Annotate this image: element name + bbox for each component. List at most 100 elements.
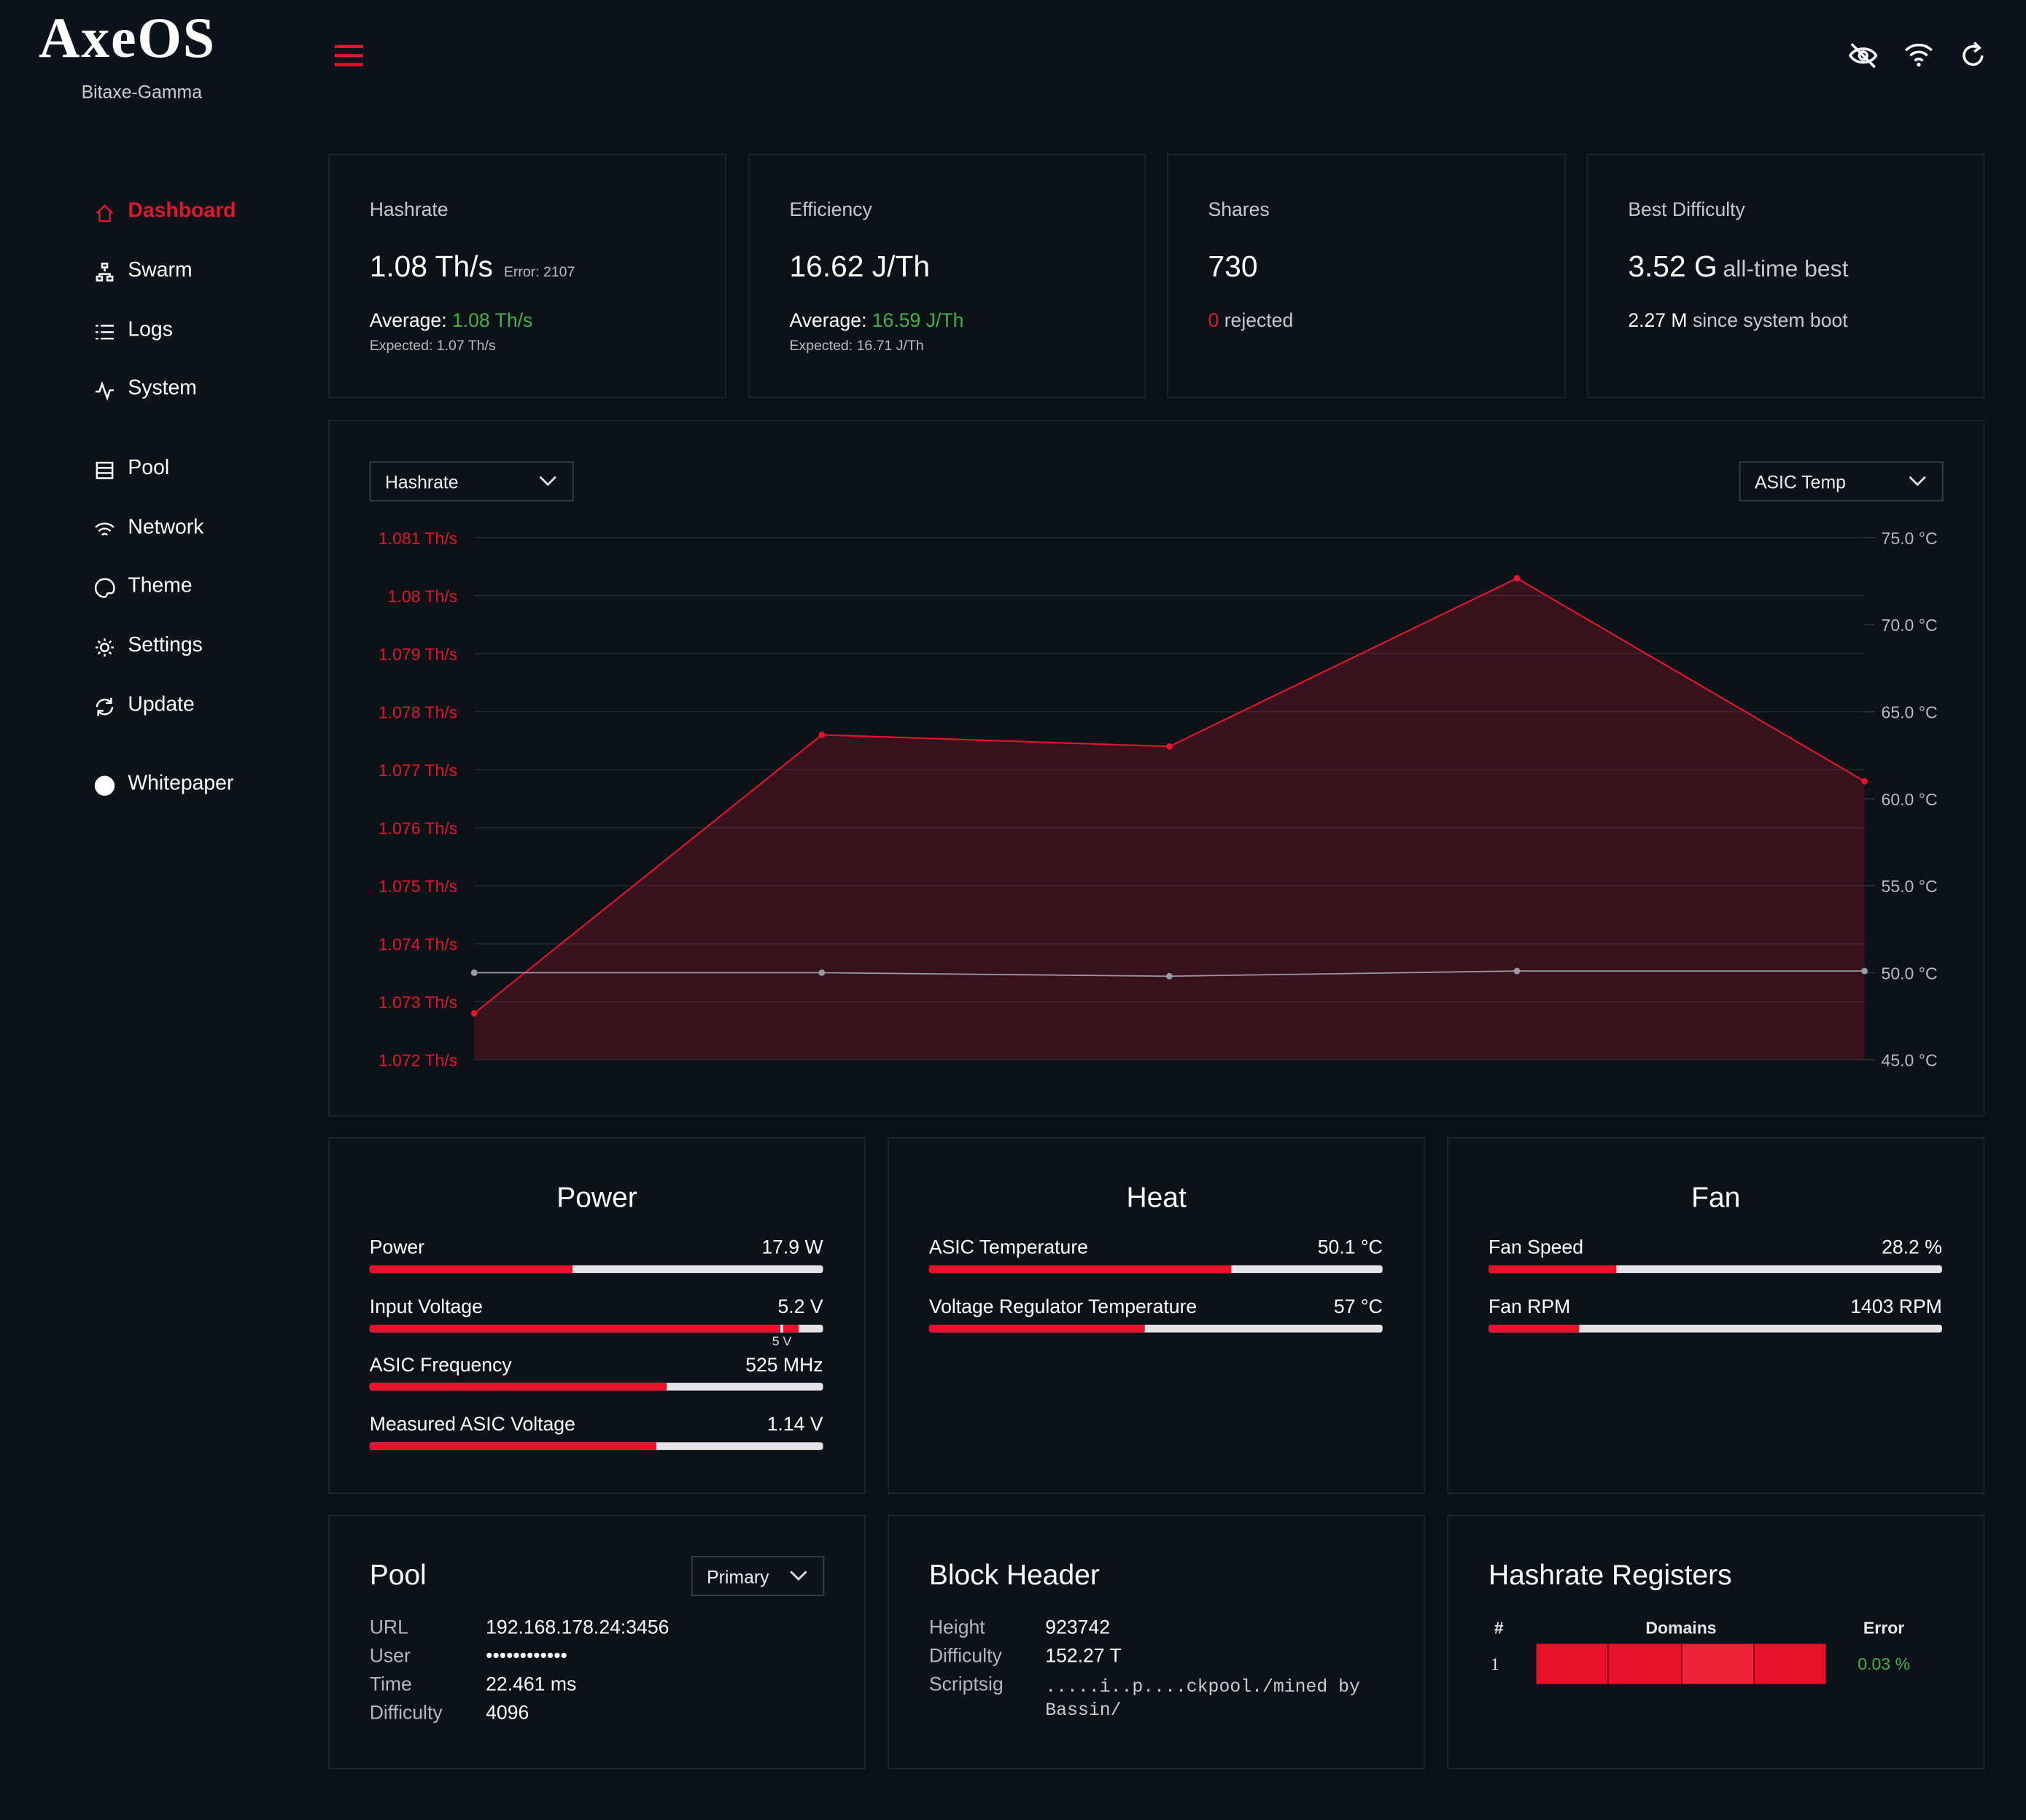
nav-item[interactable]: Swarm <box>128 260 193 282</box>
row-value: •••••••••••• <box>486 1645 567 1668</box>
gauge-value: 57 °C <box>1333 1296 1383 1318</box>
point <box>1513 967 1521 975</box>
nav-item[interactable]: System <box>128 377 197 400</box>
row-label: Time <box>369 1673 412 1696</box>
stat-value: 16.62 J/Th <box>789 249 931 283</box>
select-text: Primary <box>707 1566 769 1587</box>
nav-item[interactable]: Theme <box>128 575 193 597</box>
y2-tick-label: 45.0 °C <box>1882 1051 1938 1070</box>
right-series-select[interactable]: ASIC Temp <box>1739 461 1944 502</box>
point <box>470 969 478 976</box>
gauge-label: Fan Speed <box>1488 1236 1583 1259</box>
point <box>1165 743 1173 750</box>
row-value: 4096 <box>486 1702 529 1724</box>
row-label: Difficulty <box>369 1702 443 1724</box>
block-header-card: Block Header Height 923742 Difficulty 152.2… <box>888 1514 1426 1770</box>
card-title: Pool <box>369 1558 427 1591</box>
stat-value-row: 3.52 G all-time best <box>1628 249 1848 284</box>
gauge-title: Heat <box>1126 1181 1187 1214</box>
row-value: 192.168.178.24:3456 <box>486 1616 669 1639</box>
icon-shape <box>96 697 114 716</box>
gauge-card: Heat ASIC Temperature 50.1 °C Voltage Regul… <box>888 1137 1426 1495</box>
gauge-track <box>369 1265 823 1274</box>
nav-icon <box>96 263 114 282</box>
nav-item[interactable]: Dashboard <box>128 200 236 222</box>
y2-tick-label: 65.0 °C <box>1882 702 1938 721</box>
pool-select[interactable]: Primary <box>691 1556 825 1597</box>
gauge-label: Input Voltage <box>369 1296 483 1318</box>
gauge-value: 28.2 % <box>1882 1236 1942 1259</box>
row-label: User <box>369 1645 411 1668</box>
stat-card: Efficiency 16.62 J/Th Average: 16.59 J/T… <box>748 153 1146 398</box>
gauge-marker <box>780 1324 783 1332</box>
nav-item[interactable]: Settings <box>128 634 203 657</box>
select-text: Hashrate <box>384 471 459 493</box>
nav-item[interactable]: Whitepaper <box>128 772 234 795</box>
gauge-track <box>928 1324 1383 1332</box>
y2-tick-label: 60.0 °C <box>1882 790 1938 809</box>
point <box>1861 967 1868 975</box>
chart-card: 1.081 Th/s 1.08 Th/s 1.079 Th/s 1.078 Th/s 1… <box>328 419 1985 1117</box>
stat-card: Best Difficulty 3.52 G all-time best 2.2… <box>1586 153 1985 398</box>
icon-shape <box>96 325 114 340</box>
registers-card: Hashrate Registers # Domains Error 1 0.0… <box>1447 1514 1985 1770</box>
y-tick-label: 1.072 Th/s <box>379 1051 457 1070</box>
row-label: Difficulty <box>928 1645 1002 1668</box>
nav-item[interactable]: Logs <box>128 319 173 341</box>
gauge-fill <box>1488 1324 1580 1332</box>
nav-item[interactable]: Pool <box>128 457 170 480</box>
gauge-fill <box>369 1265 573 1274</box>
stat-value: 730 <box>1208 249 1258 283</box>
column-header: Domains <box>1645 1618 1717 1638</box>
average-label: Average: <box>369 310 447 333</box>
nav-icon <box>96 638 114 657</box>
session-label: since system boot <box>1692 310 1848 333</box>
hide-button[interactable] <box>1848 42 1879 70</box>
nav-icon <box>94 775 115 796</box>
gauge-track <box>1488 1324 1942 1332</box>
y-tick-label: 1.075 Th/s <box>379 877 457 896</box>
select-text: ASIC Temp <box>1754 471 1846 493</box>
nav-icon <box>96 462 114 479</box>
chart: 1.081 Th/s 1.08 Th/s 1.079 Th/s 1.078 Th/s 1… <box>379 529 1938 1070</box>
nav-icon <box>94 578 115 598</box>
menu-button[interactable] <box>333 42 365 68</box>
logo: AxeOS <box>39 6 216 70</box>
point <box>1165 972 1173 980</box>
gauge-fill <box>1488 1265 1617 1274</box>
nav-item[interactable]: Network <box>128 516 204 539</box>
series-area <box>474 578 1865 1060</box>
average-row: Average: 16.59 J/Th <box>789 310 963 332</box>
sidebar: Dashboard Swarm Logs System Pool Network Theme… <box>41 152 286 1080</box>
icon-shape <box>95 522 115 536</box>
session-row: 2.27 M since system boot <box>1628 310 1847 332</box>
nav-icon <box>95 522 115 536</box>
y-tick-label: 1.074 Th/s <box>379 935 457 954</box>
error-value: 0.03 % <box>1858 1654 1910 1674</box>
row-value: 152.27 T <box>1045 1645 1122 1668</box>
nav-icon <box>96 325 114 340</box>
stat-value: 1.08 Th/s <box>369 249 493 283</box>
point <box>818 731 826 738</box>
nav-item[interactable]: Update <box>128 694 195 716</box>
row-value: 923742 <box>1045 1616 1110 1639</box>
y-tick-label: 1.081 Th/s <box>379 529 457 548</box>
refresh-button[interactable] <box>1959 42 1987 70</box>
wifi-status[interactable] <box>1903 42 1935 67</box>
y2-tick-label: 70.0 °C <box>1882 616 1938 635</box>
row-label: Height <box>928 1616 985 1639</box>
gauge-value: 1.14 V <box>766 1413 823 1436</box>
gauge-fill <box>928 1324 1145 1332</box>
gauge-fill <box>369 1324 799 1332</box>
stat-value: 3.52 G <box>1628 249 1718 283</box>
stat-card: Shares 730 0 rejected <box>1166 153 1567 398</box>
icon-shape <box>96 381 114 401</box>
gauge-fill <box>928 1265 1233 1274</box>
y-tick-label: 1.079 Th/s <box>379 645 457 664</box>
gauge-title: Power <box>556 1181 637 1214</box>
left-series-select[interactable]: Hashrate <box>369 461 574 502</box>
gauge-card: Power Power 17.9 W Input Voltage 5.2 V 5 V ASI… <box>328 1137 866 1495</box>
domain-cell <box>1537 1643 1610 1684</box>
